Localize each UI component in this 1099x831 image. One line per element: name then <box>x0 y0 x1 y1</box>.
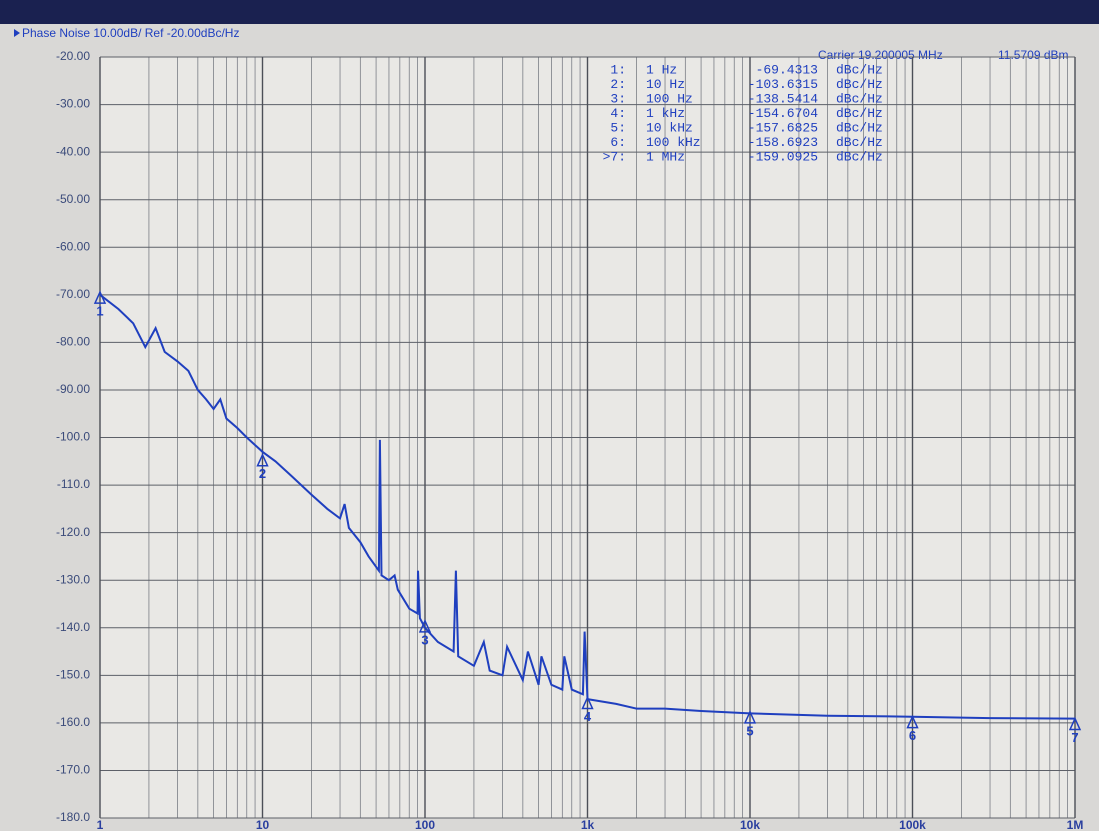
marker-tag: 7 <box>1071 730 1078 745</box>
marker-tag: 1 <box>96 304 103 319</box>
marker-value: -158.6923 <box>748 135 818 150</box>
marker-unit: dBc/Hz <box>836 135 883 150</box>
marker-name: 2: <box>610 77 626 92</box>
marker-tag: 3 <box>421 632 428 647</box>
marker-unit: dBc/Hz <box>836 106 883 121</box>
marker-tag: 6 <box>909 728 916 743</box>
x-tick-label: 100k <box>899 818 926 831</box>
marker-freq: 1 kHz <box>646 106 685 121</box>
marker-name: 3: <box>610 91 626 106</box>
marker-name: >7: <box>603 149 626 164</box>
marker-value: -154.6704 <box>748 106 818 121</box>
y-tick-label: -60.00 <box>56 239 90 253</box>
marker-tag: 4 <box>584 709 592 724</box>
y-tick-label: -90.00 <box>56 382 90 396</box>
marker-unit: dBc/Hz <box>836 149 883 164</box>
marker-name: 5: <box>610 120 626 135</box>
carrier: Carrier 19.200005 MHz <box>818 48 943 62</box>
marker-name: 4: <box>610 106 626 121</box>
y-tick-label: -180.0 <box>56 810 90 824</box>
y-tick-label: -120.0 <box>56 525 90 539</box>
marker-value: -157.6825 <box>748 120 818 135</box>
marker-name: 6: <box>610 135 626 150</box>
x-tick-label: 10 <box>256 818 270 831</box>
marker-freq: 100 kHz <box>646 135 701 150</box>
top-bar <box>0 0 1099 24</box>
marker-value: -103.6315 <box>748 77 818 92</box>
marker-unit: dBc/Hz <box>836 77 883 92</box>
x-tick-label: 1k <box>581 818 595 831</box>
y-tick-label: -20.00 <box>56 49 90 63</box>
carrier-power: 11.5709 dBm <box>998 48 1069 62</box>
x-tick-label: 1 <box>97 818 104 831</box>
marker-freq: 10 Hz <box>646 77 685 92</box>
marker-value: -159.0925 <box>748 149 818 164</box>
y-tick-label: -110.0 <box>57 477 90 491</box>
marker-name: 1: <box>610 62 626 77</box>
y-tick-label: -170.0 <box>56 763 90 777</box>
y-tick-label: -40.00 <box>56 144 90 158</box>
marker-freq: 10 kHz <box>646 120 693 135</box>
y-tick-label: -100.0 <box>56 430 90 444</box>
y-tick-label: -160.0 <box>56 715 90 729</box>
y-tick-label: -30.00 <box>56 97 90 111</box>
marker-freq: 1 MHz <box>646 149 685 164</box>
marker-value: -138.5414 <box>748 91 818 106</box>
marker-unit: dBc/Hz <box>836 120 883 135</box>
marker-freq: 1 Hz <box>646 62 677 77</box>
marker-freq: 100 Hz <box>646 91 693 106</box>
marker-unit: dBc/Hz <box>836 91 883 106</box>
marker-tag: 2 <box>259 466 266 481</box>
marker-unit: dBc/Hz <box>836 62 883 77</box>
y-tick-label: -150.0 <box>56 667 90 681</box>
header-title: Phase Noise 10.00dB/ Ref -20.00dBc/Hz <box>22 26 239 40</box>
y-tick-label: -70.00 <box>56 287 90 301</box>
x-tick-label: 10k <box>740 818 760 831</box>
y-tick-label: -130.0 <box>56 572 90 586</box>
y-tick-label: -140.0 <box>56 620 90 634</box>
chart: Phase Noise 10.00dB/ Ref -20.00dBc/Hz Ca… <box>0 0 1099 831</box>
y-tick-label: -80.00 <box>56 335 90 349</box>
marker-tag: 5 <box>746 723 753 738</box>
x-tick-label: 1M <box>1067 818 1084 831</box>
marker-value: -69.4313 <box>756 62 818 77</box>
x-tick-label: 100 <box>415 818 435 831</box>
y-tick-label: -50.00 <box>56 192 90 206</box>
